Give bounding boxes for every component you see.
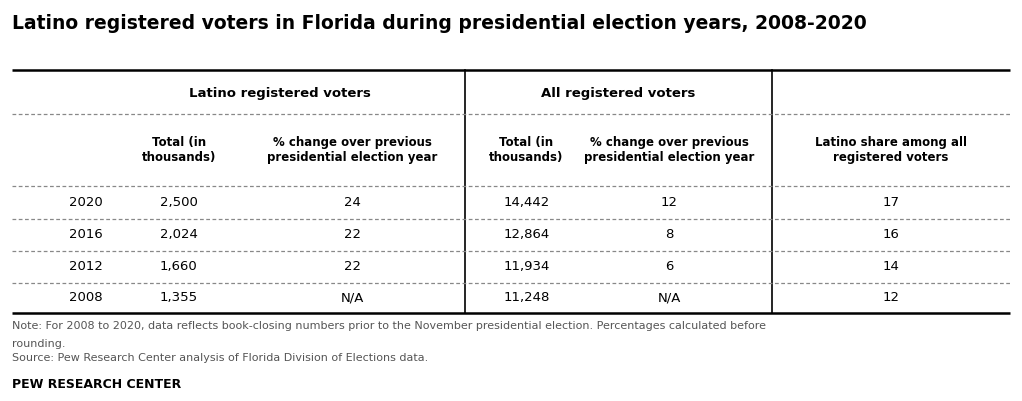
Text: 24: 24: [344, 196, 361, 209]
Text: 22: 22: [344, 260, 361, 273]
Text: 11,248: 11,248: [503, 291, 550, 304]
Text: All registered voters: All registered voters: [541, 87, 696, 100]
Text: Source: Pew Research Center analysis of Florida Division of Elections data.: Source: Pew Research Center analysis of …: [12, 353, 428, 363]
Text: 2,500: 2,500: [159, 196, 198, 209]
Text: N/A: N/A: [658, 291, 681, 304]
Text: Total (in
thousands): Total (in thousands): [142, 136, 216, 164]
Text: 2020: 2020: [69, 196, 103, 209]
Text: Latino share among all
registered voters: Latino share among all registered voters: [816, 136, 967, 164]
Text: Latino registered voters in Florida during presidential election years, 2008-202: Latino registered voters in Florida duri…: [12, 14, 867, 33]
Text: 16: 16: [883, 228, 899, 241]
Text: rounding.: rounding.: [12, 339, 65, 349]
Text: 1,355: 1,355: [159, 291, 198, 304]
Text: 2008: 2008: [69, 291, 103, 304]
Text: PEW RESEARCH CENTER: PEW RESEARCH CENTER: [12, 378, 182, 391]
Text: Total (in
thousands): Total (in thousands): [490, 136, 563, 164]
Text: % change over previous
presidential election year: % change over previous presidential elec…: [268, 136, 437, 164]
Text: 1,660: 1,660: [160, 260, 197, 273]
Text: 2016: 2016: [69, 228, 103, 241]
Text: 2012: 2012: [69, 260, 103, 273]
Text: 11,934: 11,934: [503, 260, 550, 273]
Text: % change over previous
presidential election year: % change over previous presidential elec…: [585, 136, 754, 164]
Text: 2,024: 2,024: [159, 228, 198, 241]
Text: N/A: N/A: [341, 291, 364, 304]
Text: 14,442: 14,442: [503, 196, 550, 209]
Text: 6: 6: [665, 260, 673, 273]
Text: 17: 17: [883, 196, 899, 209]
Text: Note: For 2008 to 2020, data reflects book-closing numbers prior to the November: Note: For 2008 to 2020, data reflects bo…: [12, 321, 766, 331]
Text: Latino registered voters: Latino registered voters: [189, 87, 370, 100]
Text: 8: 8: [665, 228, 673, 241]
Text: 14: 14: [883, 260, 899, 273]
Text: 12,864: 12,864: [503, 228, 550, 241]
Text: 12: 12: [661, 196, 678, 209]
Text: 22: 22: [344, 228, 361, 241]
Text: 12: 12: [883, 291, 899, 304]
